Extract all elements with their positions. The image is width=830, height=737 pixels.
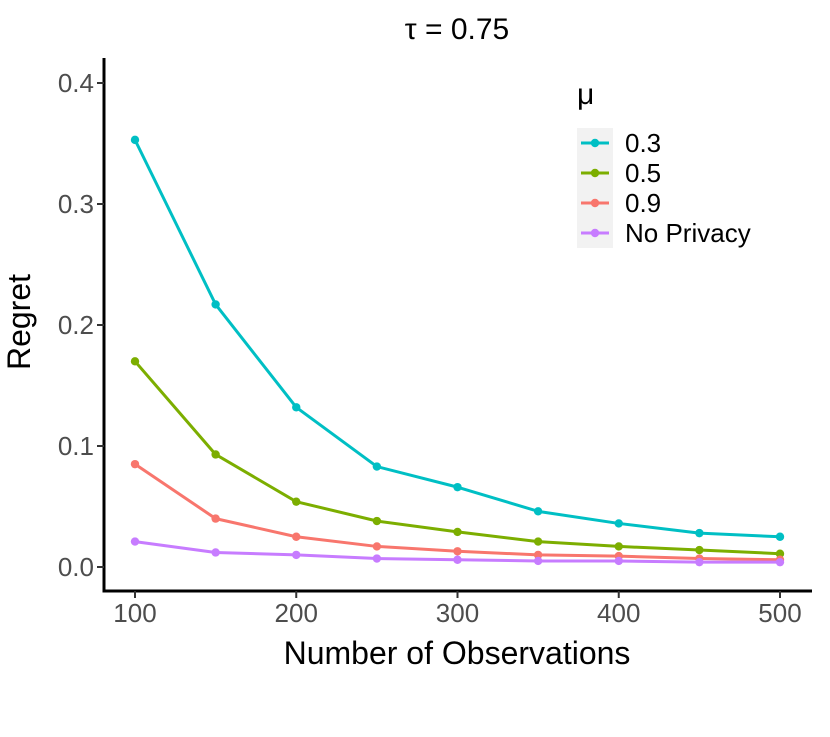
- legend-key-point: [590, 138, 600, 148]
- data-point: [775, 532, 785, 541]
- data-point: [292, 532, 301, 541]
- y-tick-label: 0.0: [58, 552, 94, 582]
- data-point: [695, 545, 704, 555]
- data-point: [695, 528, 704, 538]
- legend-key-point: [590, 198, 600, 208]
- x-tick-label: 500: [758, 598, 801, 628]
- data-point: [211, 300, 220, 309]
- legend-label: 0.5: [625, 158, 661, 188]
- data-point: [533, 537, 543, 546]
- data-point: [292, 497, 301, 506]
- x-axis-title: Number of Observations: [284, 635, 631, 671]
- data-point: [453, 555, 462, 564]
- x-tick-label: 300: [436, 598, 479, 628]
- data-point: [292, 550, 301, 560]
- data-point: [453, 547, 462, 556]
- legend-key-background: [577, 128, 613, 248]
- data-point: [372, 554, 382, 563]
- legend-label: 0.9: [625, 188, 661, 218]
- data-point: [533, 507, 543, 516]
- y-tick-label: 0.2: [58, 310, 94, 340]
- data-point: [130, 135, 140, 145]
- data-point: [775, 549, 785, 558]
- data-point: [211, 548, 220, 557]
- data-point: [372, 542, 382, 551]
- legend-label: No Privacy: [625, 218, 751, 248]
- series-line: [133, 359, 782, 556]
- data-point: [453, 482, 462, 492]
- legend-key-point: [590, 228, 600, 238]
- data-point: [130, 357, 140, 366]
- data-point: [211, 514, 220, 523]
- data-point: [614, 542, 623, 551]
- data-point: [775, 557, 785, 567]
- data-point: [453, 527, 462, 537]
- x-tick-label: 200: [275, 598, 318, 628]
- y-tick-label: 0.4: [58, 68, 94, 98]
- series-line: [133, 462, 782, 562]
- x-tick-label: 100: [113, 598, 156, 628]
- series-line: [133, 138, 782, 539]
- chart-title: τ = 0.75: [405, 13, 509, 46]
- data-point: [130, 537, 140, 546]
- data-point: [372, 462, 382, 471]
- data-point: [211, 450, 220, 459]
- legend: μ 0.30.50.9No Privacy: [577, 78, 751, 248]
- data-point: [614, 556, 623, 566]
- legend-key-point: [590, 168, 600, 178]
- legend-title: μ: [577, 78, 594, 111]
- data-point: [533, 556, 543, 566]
- plot-area: 0.0 0.1 0.2 0.3 0.4 100 200 300 400 500: [58, 58, 812, 628]
- data-point: [614, 519, 623, 528]
- y-tick-label: 0.1: [58, 431, 94, 461]
- y-tick-label: 0.3: [58, 189, 94, 219]
- y-axis-title: Regret: [1, 274, 37, 370]
- data-point: [533, 550, 543, 560]
- x-tick-label: 400: [597, 598, 640, 628]
- data-point: [292, 403, 301, 412]
- legend-label: 0.3: [625, 128, 661, 158]
- data-point: [695, 557, 704, 567]
- data-point: [372, 516, 382, 526]
- data-point: [130, 459, 140, 469]
